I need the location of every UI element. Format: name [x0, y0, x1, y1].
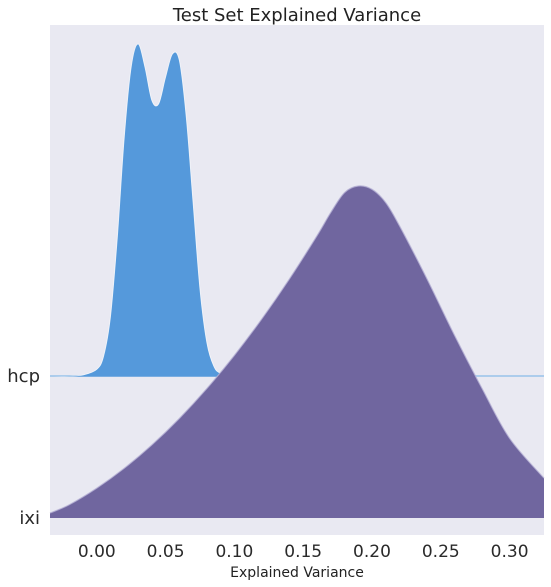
x-tick-label: 0.25: [422, 542, 460, 562]
x-axis-label: Explained Variance: [230, 565, 364, 581]
ixi-density-area: [50, 185, 544, 518]
ixi-density-outline: [49, 185, 545, 514]
category-labels: hcp ixi: [7, 366, 40, 529]
chart-title: Test Set Explained Variance: [172, 5, 421, 26]
chart-marks: [49, 43, 545, 518]
hcp-density-outline: [49, 43, 545, 377]
hcp-density-area: [50, 44, 544, 377]
x-tick-label: 0.30: [491, 542, 529, 562]
x-tick-label: 0.10: [215, 542, 253, 562]
x-tick-label: 0.05: [147, 542, 185, 562]
x-axis-ticks: 0.00 0.05 0.10 0.15 0.20 0.25 0.30: [78, 542, 529, 562]
category-label-hcp: hcp: [7, 366, 40, 387]
x-tick-label: 0.00: [78, 542, 116, 562]
x-tick-label: 0.15: [284, 542, 322, 562]
category-label-ixi: ixi: [19, 508, 40, 529]
x-tick-label: 0.20: [353, 542, 391, 562]
